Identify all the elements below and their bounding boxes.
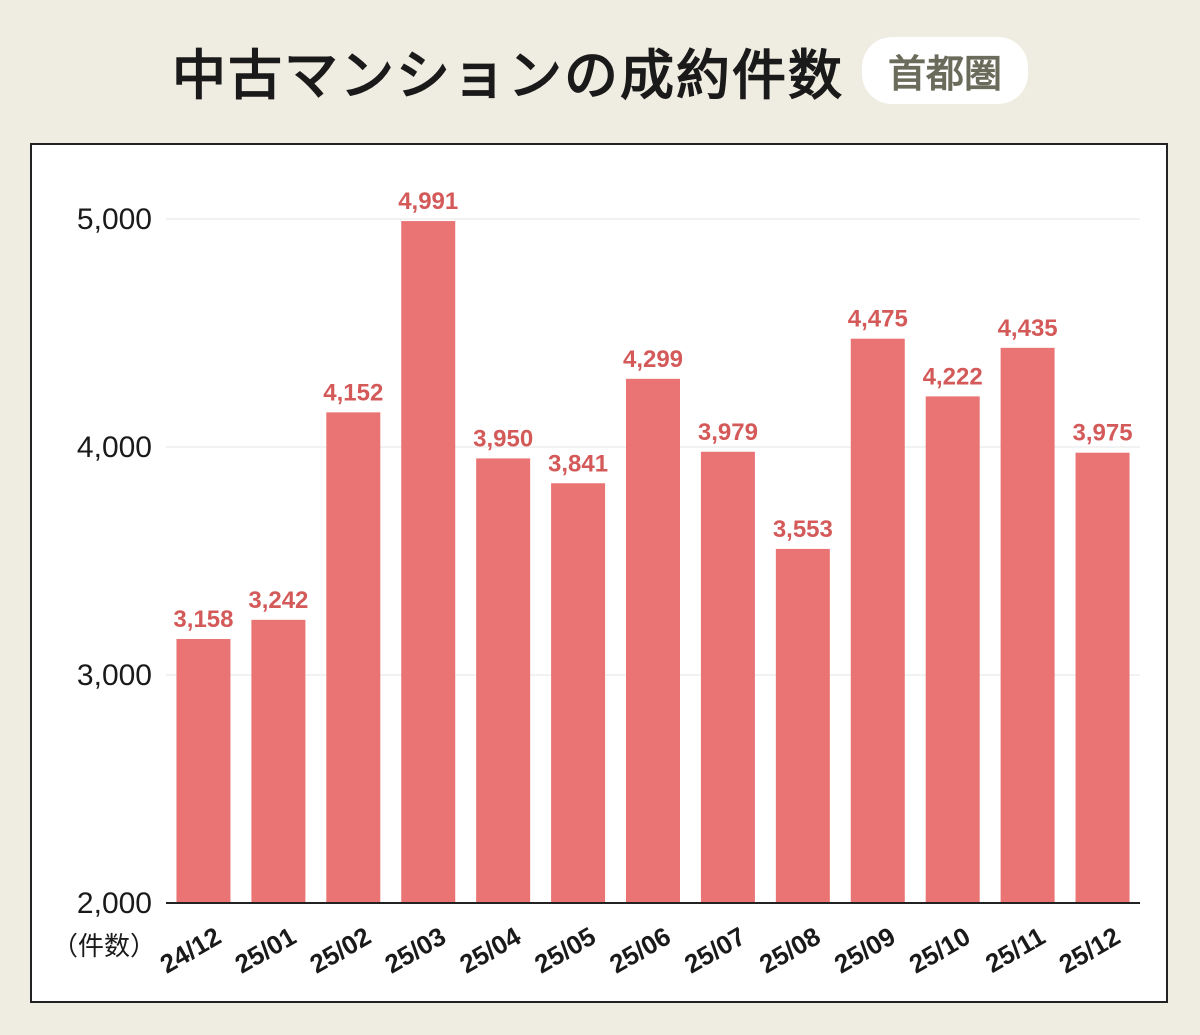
bar [176, 638, 231, 903]
bar-value-label: 4,991 [398, 188, 458, 215]
bar [775, 548, 830, 903]
y-tick-label: 4,000 [77, 431, 152, 464]
bar-value-label: 4,299 [623, 346, 683, 373]
bar-value-label: 3,950 [473, 425, 533, 452]
bar [700, 451, 755, 903]
x-tick-label: 25/09 [829, 921, 900, 980]
x-tick-label: 25/12 [1054, 921, 1125, 980]
chart-title: 中古マンションの成約件数 [171, 43, 844, 107]
bar [551, 483, 606, 903]
x-tick-label: 25/07 [679, 921, 750, 980]
bar [626, 378, 680, 903]
y-tick-label: 5,000 [77, 203, 152, 236]
bar-value-label: 4,475 [848, 306, 908, 333]
y-tick-label: 3,000 [77, 659, 152, 692]
bar-value-label: 4,435 [998, 315, 1058, 342]
bar-value-label: 3,979 [698, 419, 758, 446]
bar [850, 338, 905, 903]
x-tick-label: 25/11 [980, 921, 1050, 979]
bar-chart: 2,000 3,000 4,000 5,000 （件数） 3,158 24/12 3,242 2… [52, 188, 1140, 980]
y-tick-label: 2,000 [77, 887, 152, 920]
bar-value-label: 4,222 [923, 363, 983, 390]
x-tick-label: 25/05 [529, 921, 600, 980]
bar [401, 221, 456, 903]
x-tick-label: 25/03 [379, 921, 450, 980]
x-tick-label: 25/08 [754, 921, 825, 980]
bar [925, 396, 980, 903]
bar-value-label: 4,152 [323, 379, 383, 406]
y-axis-label: （件数） [52, 932, 156, 962]
bar-value-label: 3,242 [248, 587, 308, 614]
x-tick-label: 25/10 [904, 921, 975, 980]
x-tick-label: 25/02 [305, 921, 376, 980]
chart-header: 中古マンションの成約件数 首都圏 [0, 30, 1200, 110]
bar [251, 619, 306, 903]
bar-value-label: 3,975 [1073, 420, 1133, 447]
x-tick-label: 25/06 [604, 921, 675, 980]
chart-panel: 2,000 3,000 4,000 5,000 （件数） 3,158 24/12 3,242 2… [30, 143, 1168, 1003]
x-tick-label: 24/12 [155, 921, 226, 980]
bar [326, 412, 381, 903]
region-badge: 首都圏 [861, 36, 1028, 104]
bar-value-label: 3,553 [773, 516, 833, 543]
bar [1000, 347, 1055, 903]
x-tick-label: 25/04 [454, 921, 526, 980]
bar-value-label: 3,158 [173, 606, 233, 633]
x-tick-label: 25/01 [230, 921, 301, 980]
bar [476, 458, 531, 903]
bar [1075, 452, 1130, 903]
bar-value-label: 3,841 [548, 450, 608, 477]
